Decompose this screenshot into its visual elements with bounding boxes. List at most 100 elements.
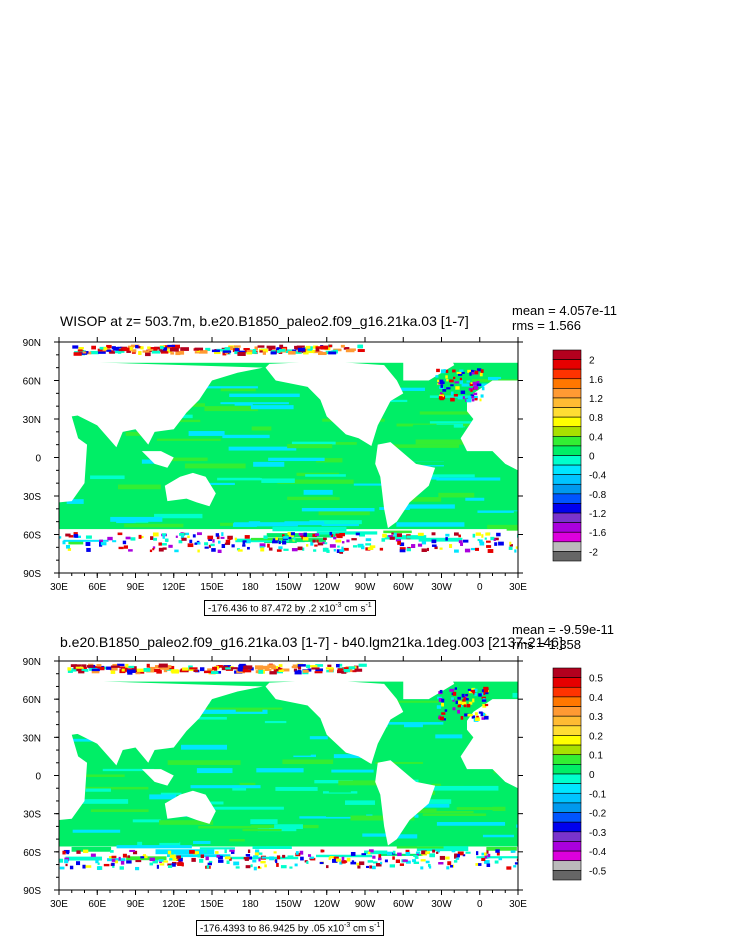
atlantic-cell	[449, 379, 454, 383]
ocean-streak	[412, 424, 454, 430]
arctic-cell	[222, 350, 232, 353]
ocean-streak	[275, 786, 318, 791]
arctic-cell	[154, 665, 162, 669]
southern-cell	[487, 549, 494, 553]
arctic-cell	[128, 665, 135, 669]
southern-cell	[434, 546, 438, 550]
southern-cell	[221, 544, 226, 548]
atlantic-cell	[470, 369, 474, 373]
southern-cell	[367, 547, 374, 550]
ocean-streak	[344, 800, 376, 805]
arctic-cell	[293, 668, 298, 672]
x-tick-label: 150E	[200, 899, 224, 910]
ocean-streak	[477, 510, 518, 513]
southern-cell	[180, 535, 185, 539]
southern-cell	[159, 860, 162, 863]
southern-cell	[82, 864, 86, 869]
atlantic-cell	[439, 716, 445, 721]
southern-cell	[259, 543, 266, 547]
range-box: -176.436 to 87.472 by .2 x10-3 cm s-1	[204, 600, 376, 617]
ocean-streak	[459, 784, 508, 787]
southern-cell	[357, 865, 361, 869]
ocean-streak	[208, 806, 284, 810]
arctic-cell	[357, 349, 365, 353]
land-mask	[164, 472, 216, 507]
y-tick-label: 0	[35, 772, 41, 783]
southern-cell	[342, 860, 348, 863]
atlantic-cell	[453, 393, 458, 397]
range-exp: -3	[335, 602, 342, 609]
ocean-streak	[516, 824, 518, 828]
southern-cell	[453, 532, 459, 536]
atlantic-cell	[473, 395, 478, 400]
southern-cell	[153, 537, 158, 541]
southern-cell	[367, 860, 374, 863]
ocean-streak	[513, 511, 518, 516]
southern-cell	[475, 863, 480, 866]
arctic-cell	[131, 349, 137, 353]
ocean-streak	[403, 461, 473, 466]
ocean-streak	[70, 820, 86, 825]
arctic-cell	[203, 670, 212, 674]
arctic-cell	[237, 352, 246, 356]
land-mask	[141, 769, 174, 786]
ocean-streak	[268, 457, 325, 462]
southern-cell	[509, 544, 513, 547]
southern-cell	[218, 855, 223, 860]
ocean-streak	[414, 406, 450, 412]
southern-cell	[429, 853, 435, 858]
southern-cell	[73, 532, 78, 536]
colorbar-swatch	[552, 503, 582, 514]
arctic-cell	[154, 346, 163, 350]
ocean-streak	[384, 535, 427, 540]
ocean-streak	[169, 419, 201, 423]
heatmap-plot: 30E 60E 90E 120E 150E 180 150W 120W 90W 60W 30W 0 30…	[23, 656, 607, 910]
arctic-cell	[288, 350, 296, 355]
southern-cell	[399, 542, 405, 547]
colorbar-swatch	[552, 831, 582, 842]
arctic-cell	[106, 349, 112, 352]
southern-cell	[179, 856, 183, 860]
southern-cell	[225, 539, 231, 544]
southern-cell	[406, 535, 412, 539]
southern-cell	[359, 861, 365, 866]
southern-cell	[460, 542, 464, 546]
arctic-cell	[207, 668, 213, 672]
arctic-cell	[348, 668, 353, 673]
ocean-streak	[82, 774, 125, 777]
y-tick-label: 60N	[23, 695, 41, 706]
southern-cell	[67, 548, 72, 551]
colorbar-swatch	[552, 522, 582, 533]
arctic-cell	[278, 664, 283, 668]
atlantic-cell	[470, 384, 473, 387]
arctic-cell	[81, 664, 87, 668]
colorbar-label: -0.8	[589, 490, 607, 501]
colorbar-label: -0.5	[589, 866, 607, 877]
arctic-cell	[217, 665, 223, 668]
arctic-cell	[354, 668, 363, 672]
southern-cell	[328, 857, 331, 860]
southern-cell	[397, 852, 402, 857]
southern-cell	[481, 857, 486, 862]
ocean-streak	[188, 431, 225, 436]
southern-cell	[389, 852, 396, 855]
southern-cell	[149, 857, 155, 862]
southern-cell	[244, 535, 250, 539]
southern-cell	[446, 866, 450, 870]
ocean-streak	[167, 760, 241, 765]
southern-cell	[59, 536, 62, 539]
southern-cell	[215, 533, 220, 537]
southern-cell	[516, 858, 518, 862]
colorbar-swatch	[552, 744, 582, 756]
atlantic-cell	[452, 691, 457, 696]
arctic-cell	[129, 346, 133, 351]
arctic-cell	[67, 670, 73, 673]
atlantic-cell	[455, 386, 460, 390]
southern-cell	[476, 851, 479, 856]
y-tick-label: 90S	[23, 886, 41, 897]
ocean-streak	[260, 518, 285, 523]
arctic-cell	[148, 666, 156, 671]
ocean-streak	[396, 846, 444, 849]
colorbar-label: 2	[589, 356, 595, 367]
southern-cell	[220, 536, 225, 539]
